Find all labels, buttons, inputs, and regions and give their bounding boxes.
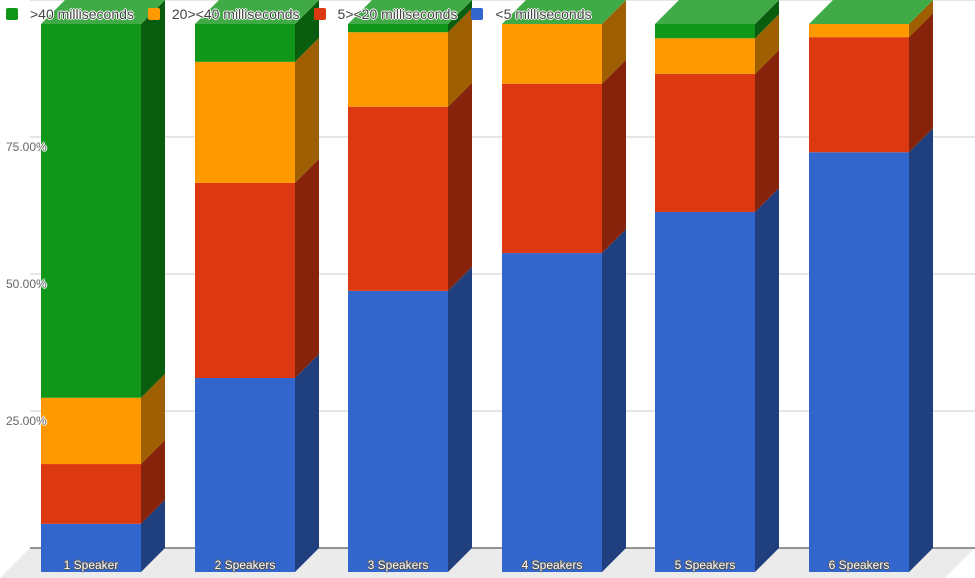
- bar-segment-side: [141, 440, 165, 524]
- bar-segment: [348, 106, 448, 291]
- bar-segment-side: [141, 0, 165, 398]
- bar-segment-side: [295, 37, 319, 183]
- bar-segment-side: [602, 229, 626, 572]
- bar-segment-side: [295, 0, 319, 62]
- bar-segment-side: [295, 158, 319, 379]
- legend-label: 20><40 milliseconds: [171, 6, 300, 22]
- bar-segment-side: [448, 266, 472, 572]
- bar-segment: [655, 38, 755, 74]
- bar-segment-side: [448, 82, 472, 291]
- y-tick-75: 75.00%: [6, 140, 47, 154]
- bar-top-face: [41, 0, 165, 24]
- bar-top-face: [348, 0, 472, 24]
- legend-swatch-icon: [471, 8, 484, 20]
- x-label-5-speakers: 5 Speakers: [674, 558, 736, 572]
- bar-segment: [195, 378, 295, 572]
- bar-segment-side: [909, 13, 933, 153]
- bar-segment-side: [755, 0, 779, 39]
- bar-segment-side: [295, 354, 319, 572]
- legend-item-over-40ms[interactable]: >40 milliseconds: [6, 6, 134, 22]
- x-label-2-speakers: 2 Speakers: [214, 558, 276, 572]
- bar-segment: [348, 24, 448, 33]
- legend-item-20-40ms[interactable]: 20><40 milliseconds: [147, 6, 300, 22]
- y-tick-50: 50.00%: [6, 277, 47, 291]
- bar-segment-side: [909, 0, 933, 38]
- bar-segment: [809, 152, 909, 572]
- bar-segment-side: [755, 14, 779, 74]
- legend-label: 5><20 milliseconds: [337, 6, 458, 22]
- x-label-6-speakers: 6 Speakers: [828, 558, 890, 572]
- x-label-1-speaker: 1 Speaker: [63, 558, 119, 572]
- bar-segment: [195, 61, 295, 183]
- chart-legend: >40 milliseconds 20><40 milliseconds 5><…: [0, 0, 600, 28]
- legend-label: >40 milliseconds: [30, 6, 134, 22]
- bar-segment: [348, 32, 448, 107]
- bar-segment-side: [909, 128, 933, 572]
- bar-segment: [41, 24, 141, 398]
- bar-segment-side: [141, 373, 165, 465]
- legend-swatch-icon: [6, 8, 18, 20]
- bar-segment-side: [448, 0, 472, 33]
- legend-swatch-icon: [147, 8, 160, 20]
- bar-segment: [41, 397, 141, 465]
- bar-segment: [502, 253, 602, 572]
- bar-segment: [41, 464, 141, 524]
- bar-top-face: [809, 0, 933, 24]
- bar-segment-side: [141, 499, 165, 572]
- bar-segment-side: [602, 0, 626, 84]
- legend-item-5-20ms[interactable]: 5><20 milliseconds: [313, 6, 458, 22]
- bar-segment: [809, 37, 909, 153]
- bar-segment: [502, 24, 602, 84]
- legend-item-under-5ms[interactable]: <5 milliseconds: [471, 6, 592, 22]
- bar-segment: [809, 24, 909, 38]
- bar-segment-side: [448, 8, 472, 107]
- bar-segment: [195, 24, 295, 62]
- x-label-3-speakers: 3 Speakers: [367, 558, 429, 572]
- bar-segment: [348, 290, 448, 572]
- y-tick-25: 25.00%: [6, 414, 47, 428]
- bar-segment-side: [602, 59, 626, 254]
- bar-top-face: [195, 0, 319, 24]
- bar-segment: [655, 24, 755, 39]
- bar-segment: [655, 211, 755, 573]
- legend-label: <5 milliseconds: [495, 6, 592, 22]
- bar-segment: [655, 73, 755, 212]
- bar-segment: [502, 83, 602, 254]
- bar-segment-side: [755, 49, 779, 212]
- x-label-4-speakers: 4 Speakers: [521, 558, 583, 572]
- bar-segment: [195, 182, 295, 379]
- bar-segment-side: [755, 187, 779, 573]
- bar-top-face: [502, 0, 626, 24]
- legend-swatch-icon: [313, 8, 326, 20]
- bar-segment: [41, 523, 141, 572]
- bar-top-face: [655, 0, 779, 24]
